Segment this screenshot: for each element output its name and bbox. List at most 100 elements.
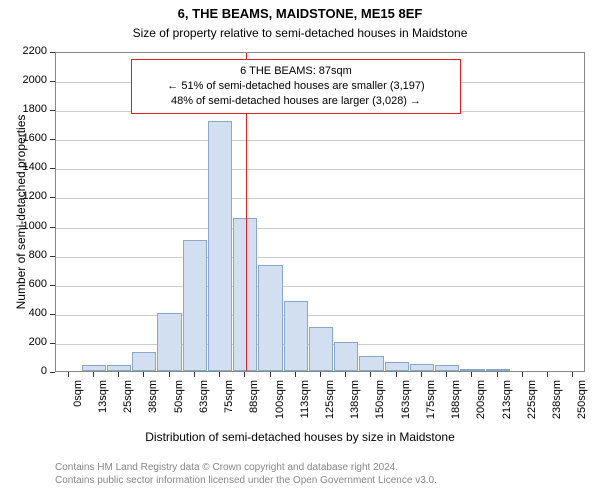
x-tick-mark [421,372,422,377]
histogram-bar [208,121,232,371]
x-tick-label: 13sqm [97,380,109,432]
x-tick-label: 88sqm [248,380,260,432]
histogram-bar [107,365,131,371]
histogram-bar [309,327,333,371]
x-tick-mark [497,372,498,377]
gridline [56,228,584,229]
y-tick-mark [50,227,55,228]
x-tick-mark [471,372,472,377]
y-tick-label: 2000 [17,74,47,86]
y-tick-label: 200 [17,336,47,348]
gridline [56,257,584,258]
x-tick-mark [244,372,245,377]
histogram-bar [334,342,358,371]
x-tick-label: 250sqm [576,380,588,432]
annotation-line-1: 6 THE BEAMS: 87sqm [136,64,456,79]
chart-subtitle: Size of property relative to semi-detach… [0,26,600,40]
x-tick-mark [219,372,220,377]
annotation-line-3: 48% of semi-detached houses are larger (… [136,94,456,109]
x-tick-label: 100sqm [274,380,286,432]
y-tick-label: 1400 [17,161,47,173]
histogram-bar [410,364,434,371]
y-tick-label: 600 [17,278,47,290]
x-axis-label: Distribution of semi-detached houses by … [0,430,600,444]
x-tick-label: 38sqm [147,380,159,432]
x-tick-mark [93,372,94,377]
x-tick-mark [396,372,397,377]
plot-area: 6 THE BEAMS: 87sqm← 51% of semi-detached… [55,52,585,372]
x-tick-label: 238sqm [551,380,563,432]
y-tick-label: 1600 [17,132,47,144]
histogram-bar [132,352,156,371]
y-tick-mark [50,81,55,82]
x-tick-label: 175sqm [425,380,437,432]
y-tick-label: 2200 [17,45,47,57]
histogram-bar [82,365,106,371]
gridline [56,140,584,141]
gridline [56,198,584,199]
histogram-bar [284,301,308,371]
histogram-bar [435,365,459,371]
y-axis-label: Number of semi-detached properties [14,52,28,372]
histogram-bar [460,369,484,371]
x-tick-label: 138sqm [349,380,361,432]
y-tick-mark [50,343,55,344]
x-tick-label: 213sqm [501,380,513,432]
histogram-bar [258,265,282,371]
histogram-bar [157,313,181,371]
annotation-box: 6 THE BEAMS: 87sqm← 51% of semi-detached… [131,59,461,114]
gridline [56,315,584,316]
x-tick-label: 200sqm [475,380,487,432]
chart-title: 6, THE BEAMS, MAIDSTONE, ME15 8EF [0,6,600,21]
x-tick-mark [572,372,573,377]
histogram-bar [486,369,510,371]
x-tick-mark [446,372,447,377]
x-tick-label: 163sqm [400,380,412,432]
y-tick-mark [50,372,55,373]
y-tick-mark [50,168,55,169]
x-tick-mark [345,372,346,377]
y-tick-mark [50,256,55,257]
x-tick-mark [320,372,321,377]
y-tick-mark [50,314,55,315]
annotation-line-2: ← 51% of semi-detached houses are smalle… [136,79,456,94]
gridline [56,169,584,170]
histogram-bar [359,356,383,371]
y-tick-label: 1200 [17,190,47,202]
x-tick-mark [547,372,548,377]
x-tick-mark [143,372,144,377]
x-tick-label: 113sqm [299,380,311,432]
x-tick-label: 225sqm [526,380,538,432]
y-tick-label: 400 [17,307,47,319]
footer-copyright-1: Contains HM Land Registry data © Crown c… [55,462,398,473]
x-tick-mark [194,372,195,377]
x-tick-label: 125sqm [324,380,336,432]
x-tick-label: 0sqm [72,380,84,432]
y-tick-label: 1000 [17,220,47,232]
x-tick-mark [68,372,69,377]
x-tick-mark [118,372,119,377]
x-tick-label: 25sqm [122,380,134,432]
x-tick-mark [270,372,271,377]
y-tick-mark [50,285,55,286]
x-tick-label: 188sqm [450,380,462,432]
y-tick-label: 1800 [17,103,47,115]
y-tick-mark [50,52,55,53]
x-tick-mark [522,372,523,377]
x-tick-mark [295,372,296,377]
y-tick-mark [50,139,55,140]
x-tick-label: 63sqm [198,380,210,432]
x-tick-label: 50sqm [173,380,185,432]
histogram-bar [183,240,207,371]
y-tick-mark [50,110,55,111]
y-tick-mark [50,197,55,198]
x-tick-mark [169,372,170,377]
y-tick-label: 0 [17,365,47,377]
gridline [56,286,584,287]
x-tick-mark [370,372,371,377]
histogram-bar [385,362,409,371]
y-tick-label: 800 [17,249,47,261]
x-tick-label: 150sqm [374,380,386,432]
x-tick-label: 75sqm [223,380,235,432]
footer-copyright-2: Contains public sector information licen… [55,475,437,486]
